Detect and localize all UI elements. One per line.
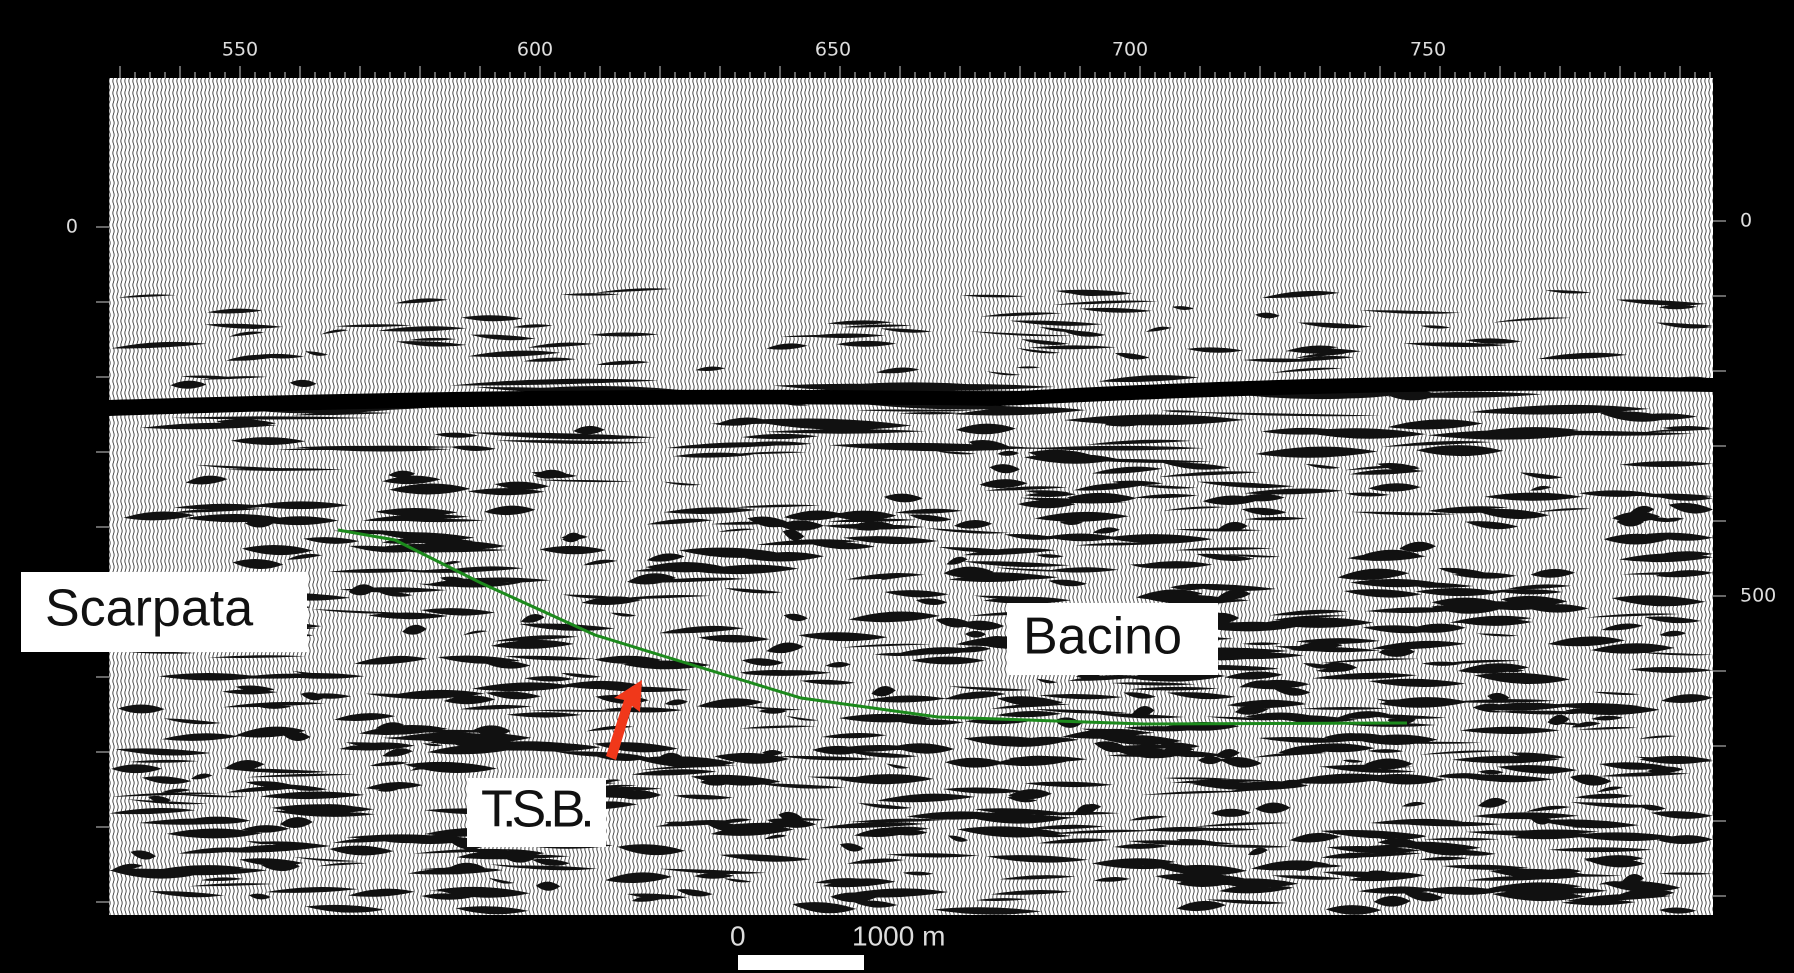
page: {"top_axis": {"labels": ["550", "600", "… [0,0,1794,973]
annotation: Bacino [1023,608,1182,666]
annotation: Scarpata [45,580,253,638]
x-tick-label: 600 [517,39,553,61]
body: 550 600 650 700 750 0 0 500 Scarpata Bacino T.S… [0,0,1794,973]
scale-end: 1000 m [852,920,945,951]
x-tick-label: 700 [1112,39,1148,61]
y-tick-label: 500 [1740,585,1776,607]
scale-bar [738,955,864,970]
y-tick-label: 0 [66,216,78,238]
seismic-figure: 550 600 650 700 750 0 0 500 Scarpata Bacino T.S… [0,0,1794,973]
x-tick-label: 550 [222,39,258,61]
y-tick-label: 0 [1740,210,1752,232]
x-tick-label: 650 [815,39,851,61]
x-tick-label: 750 [1410,39,1446,61]
scale-start: 0 [730,920,746,951]
annotation: T.S.B. [481,781,590,839]
